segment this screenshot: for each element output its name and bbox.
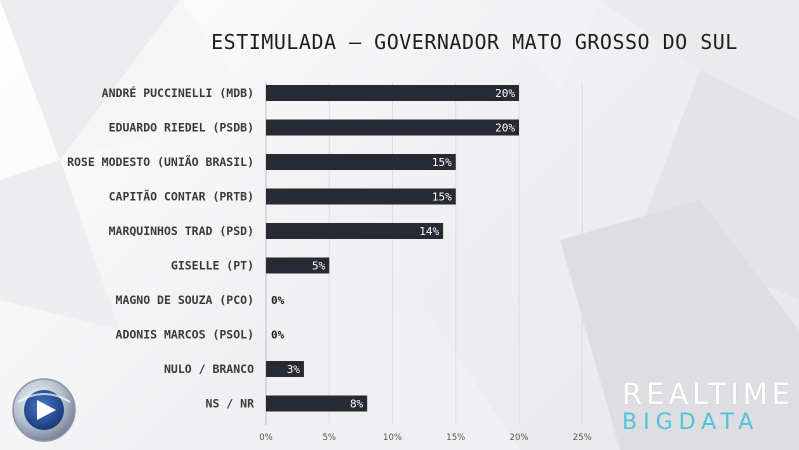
data-label: 8% xyxy=(350,398,364,411)
category-label: NULO / BRANCO xyxy=(164,362,254,376)
x-tick-label: 20% xyxy=(510,433,529,443)
data-label: 20% xyxy=(495,87,515,100)
x-tick-label: 15% xyxy=(446,433,465,443)
data-label: 3% xyxy=(287,363,301,376)
category-label: MAGNO DE SOUZA (PCO) xyxy=(116,293,254,307)
category-label: NS / NR xyxy=(206,397,255,411)
x-tick-label: 5% xyxy=(323,433,337,443)
x-tick-label: 0% xyxy=(259,433,273,443)
data-label: 0% xyxy=(271,294,285,307)
data-label: 14% xyxy=(419,225,439,238)
data-label: 15% xyxy=(432,156,452,169)
brand-logo: REALTIME BIGDATA xyxy=(622,380,794,434)
bar xyxy=(266,361,304,377)
bar xyxy=(266,188,456,205)
bar xyxy=(266,257,330,274)
category-label: ADONIS MARCOS (PSOL) xyxy=(116,328,254,342)
bar xyxy=(266,85,519,101)
bar xyxy=(266,119,519,136)
category-label: CAPITÃO CONTAR (PRTB) xyxy=(109,189,254,204)
x-tick-label: 10% xyxy=(383,433,402,443)
bar xyxy=(266,154,456,170)
brand-line-1: REALTIME xyxy=(622,377,795,411)
data-label: 15% xyxy=(432,191,452,204)
bar xyxy=(266,395,368,412)
category-label: MARQUINHOS TRAD (PSD) xyxy=(109,224,254,238)
record-logo-icon xyxy=(12,378,76,442)
chart-title: ESTIMULADA – GOVERNADOR MATO GROSSO DO S… xyxy=(211,30,738,54)
category-label: ANDRÉ PUCCINELLI (MDB) xyxy=(102,85,254,100)
bar xyxy=(266,223,444,239)
category-label: EDUARDO RIEDEL (PSDB) xyxy=(109,121,254,135)
category-label: ROSE MODESTO (UNIÃO BRASIL) xyxy=(67,154,254,169)
brand-line-2: BIGDATA xyxy=(622,410,760,435)
data-label: 0% xyxy=(271,329,285,342)
category-label: GISELLE (PT) xyxy=(171,259,254,273)
x-tick-label: 25% xyxy=(573,433,592,443)
data-label: 20% xyxy=(495,122,515,135)
data-label: 5% xyxy=(312,260,326,273)
